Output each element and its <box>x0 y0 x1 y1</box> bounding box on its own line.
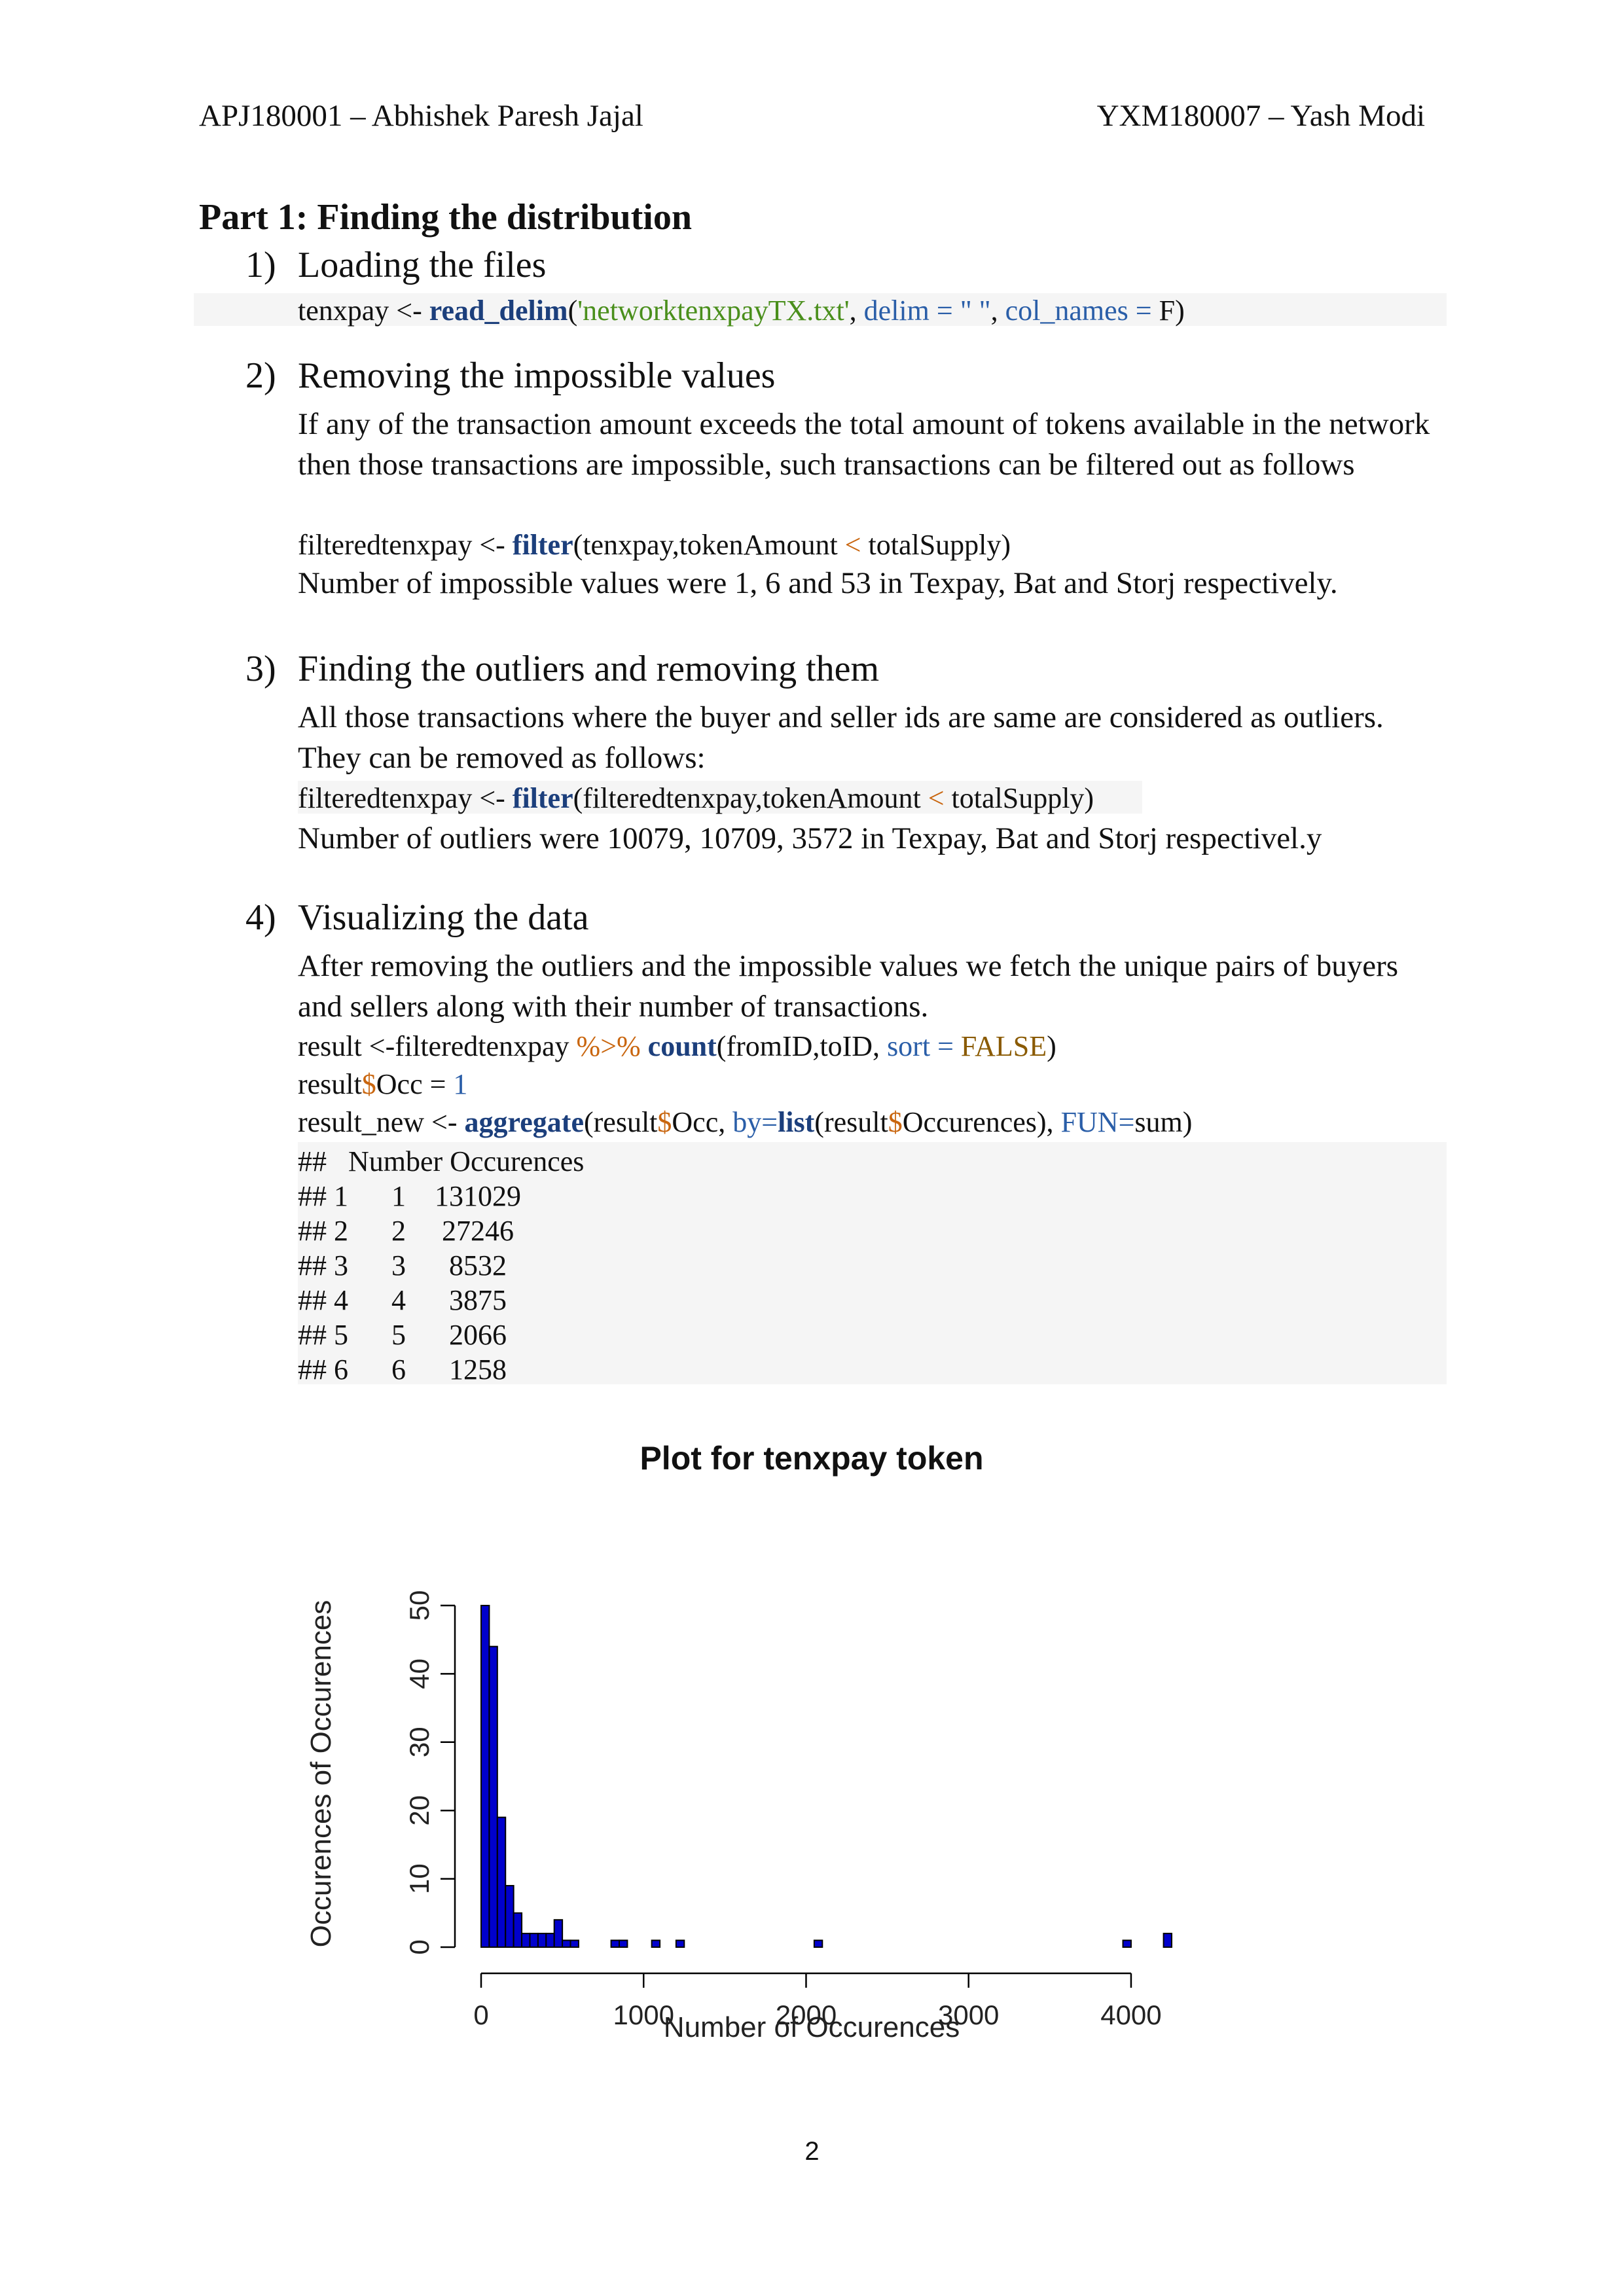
section-4-title: 4) Visualizing the data <box>245 897 589 939</box>
output-row: ## 2 2 27246 <box>298 1215 514 1247</box>
histogram-bar <box>813 1939 823 1948</box>
section-3-result-text: Number of outliers were 10079, 10709, 35… <box>298 821 1322 855</box>
code-line-count: result <-filteredtenxpay %>% count(fromI… <box>298 1030 1056 1062</box>
histogram-bar <box>1122 1939 1132 1948</box>
chart-title: Plot for tenxpay token <box>640 1440 983 1477</box>
code-line-occ: result$Occ = 1 <box>298 1068 468 1100</box>
section-title-text: Visualizing the data <box>298 897 589 938</box>
x-tick-label: 2000 <box>776 2000 837 2030</box>
code-line-filter-outliers: filteredtenxpay <- filter(filteredtenxpa… <box>298 782 1094 814</box>
code-background <box>194 293 1447 326</box>
y-tick-label: 30 <box>404 1727 435 1757</box>
histogram-bar <box>488 1645 498 1948</box>
histogram-bar <box>675 1939 685 1948</box>
y-tick-label: 40 <box>404 1659 435 1689</box>
y-tick-label: 0 <box>404 1939 435 1954</box>
histogram-bar <box>553 1919 564 1948</box>
y-tick-label: 50 <box>404 1590 435 1621</box>
axes-group: 0 10 20 30 40 50 0 1000 2000 3000 4000 <box>404 1590 1162 2030</box>
x-tick-label: 1000 <box>613 2000 674 2030</box>
histogram-bar <box>545 1933 555 1948</box>
output-row: ## 6 6 1258 <box>298 1354 507 1386</box>
bars-group <box>480 1605 1173 1948</box>
header-left: APJ180001 – Abhishek Paresh Jajal <box>199 99 643 133</box>
histogram-bar <box>610 1939 620 1948</box>
histogram-bar <box>562 1939 571 1948</box>
y-tick-label: 10 <box>404 1863 435 1894</box>
histogram-bar <box>521 1933 531 1948</box>
histogram-bar <box>569 1939 579 1948</box>
code-background <box>298 781 1142 814</box>
section-2-paragraph: If any of the transaction amount exceeds… <box>298 407 1430 482</box>
section-2-result-text: Number of impossible values were 1, 6 an… <box>298 566 1338 600</box>
output-row: ## 5 5 2066 <box>298 1319 507 1351</box>
histogram-bar <box>651 1939 661 1948</box>
histogram-bar <box>496 1816 507 1948</box>
section-4-paragraph: After removing the outliers and the impo… <box>298 949 1399 1024</box>
histogram-bar <box>513 1912 523 1948</box>
output-row: ## 4 4 3875 <box>298 1284 507 1316</box>
output-background <box>298 1142 1447 1384</box>
histogram-bar <box>529 1933 539 1948</box>
section-number: 3) <box>245 649 276 689</box>
section-1-title: 1) Loading the files <box>245 244 546 286</box>
chart-x-axis-label: Number of Occurences <box>664 2011 960 2043</box>
section-title-text: Finding the outliers and removing them <box>298 649 880 689</box>
x-tick-label: 4000 <box>1100 2000 1161 2030</box>
section-number: 1) <box>245 245 276 285</box>
section-title-text: Removing the impossible values <box>298 355 776 396</box>
x-tick-label: 0 <box>473 2000 488 2030</box>
output-header: ## Number Occurences <box>298 1145 585 1177</box>
section-number: 4) <box>245 897 276 938</box>
page-number: 2 <box>804 2137 820 2166</box>
y-tick-label: 20 <box>404 1795 435 1826</box>
code-line-read-delim: tenxpay <- read_delim('networktenxpayTX.… <box>298 295 1185 327</box>
section-3-title: 3) Finding the outliers and removing them <box>245 648 879 690</box>
section-2-title: 2) Removing the impossible values <box>245 355 775 397</box>
histogram-chart: Plot for tenxpay token Occurences of Occ… <box>305 1440 1173 2043</box>
section-number: 2) <box>245 355 276 396</box>
part-title: Part 1: Finding the distribution <box>199 197 692 238</box>
histogram-bar <box>1163 1933 1173 1948</box>
histogram-bar <box>480 1605 490 1948</box>
code-line-filter-impossible: filteredtenxpay <- filter(tenxpay,tokenA… <box>298 529 1011 561</box>
section-title-text: Loading the files <box>298 245 547 285</box>
code-line-aggregate: result_new <- aggregate(result$Occ, by=l… <box>298 1106 1193 1138</box>
output-row: ## 1 1 131029 <box>298 1180 521 1212</box>
x-tick-label: 3000 <box>938 2000 999 2030</box>
output-row: ## 3 3 8532 <box>298 1249 507 1282</box>
histogram-bar <box>619 1939 628 1948</box>
chart-y-axis-label: Occurences of Occurences <box>305 1600 337 1948</box>
section-3-paragraph: All those transactions where the buyer a… <box>298 700 1384 775</box>
histogram-bar <box>505 1885 514 1948</box>
header-right: YXM180007 – Yash Modi <box>1096 99 1425 133</box>
histogram-bar <box>537 1933 547 1948</box>
